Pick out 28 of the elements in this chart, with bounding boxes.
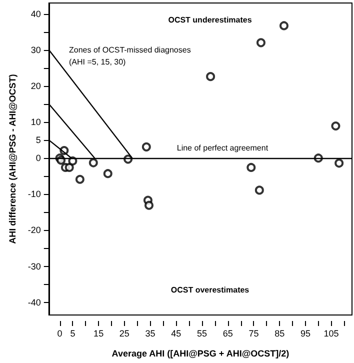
y-tick-label: 10: [30, 117, 41, 128]
x-tick-label: 25: [119, 328, 130, 338]
y-tick-label: 0: [36, 153, 41, 164]
y-tick-label: 40: [30, 8, 41, 19]
y-tick-label: 30: [30, 44, 41, 55]
y-tick-label: 5: [36, 135, 41, 146]
y-tick-label: 20: [30, 80, 41, 91]
ref-line-label: Line of perfect agreement: [176, 144, 269, 153]
x-tick-label: 95: [300, 328, 310, 338]
x-axis-title: Average AHI ([AHI@PSG + AHI@OCST]/2): [112, 348, 290, 358]
x-tick-label: 65: [222, 328, 233, 338]
y-tick-label: -40: [28, 297, 41, 308]
x-tick-label: 75: [248, 328, 259, 338]
annotation: OCST overestimates: [170, 286, 250, 294]
x-tick-label: 15: [94, 328, 104, 338]
annotation: Zones of OCST-missed diagnoses (AHI =5, 15, 30): [69, 46, 191, 66]
x-tick-label: 0: [57, 328, 62, 338]
x-tick-label: 55: [197, 328, 208, 338]
x-tick-label: 35: [145, 328, 156, 338]
annotation: OCST underestimates: [168, 16, 252, 24]
y-axis-title: AHI difference (AHI@PSG - AHI@OCST): [8, 74, 18, 244]
x-tick-label: 85: [274, 328, 285, 338]
x-tick-label: 45: [171, 328, 182, 338]
y-tick-label: -10: [28, 189, 41, 200]
x-tick-label: 105: [324, 328, 339, 338]
y-tick-label: -30: [28, 261, 41, 272]
y-tick-label: -20: [28, 225, 41, 236]
x-tick-label: 5: [70, 328, 76, 338]
